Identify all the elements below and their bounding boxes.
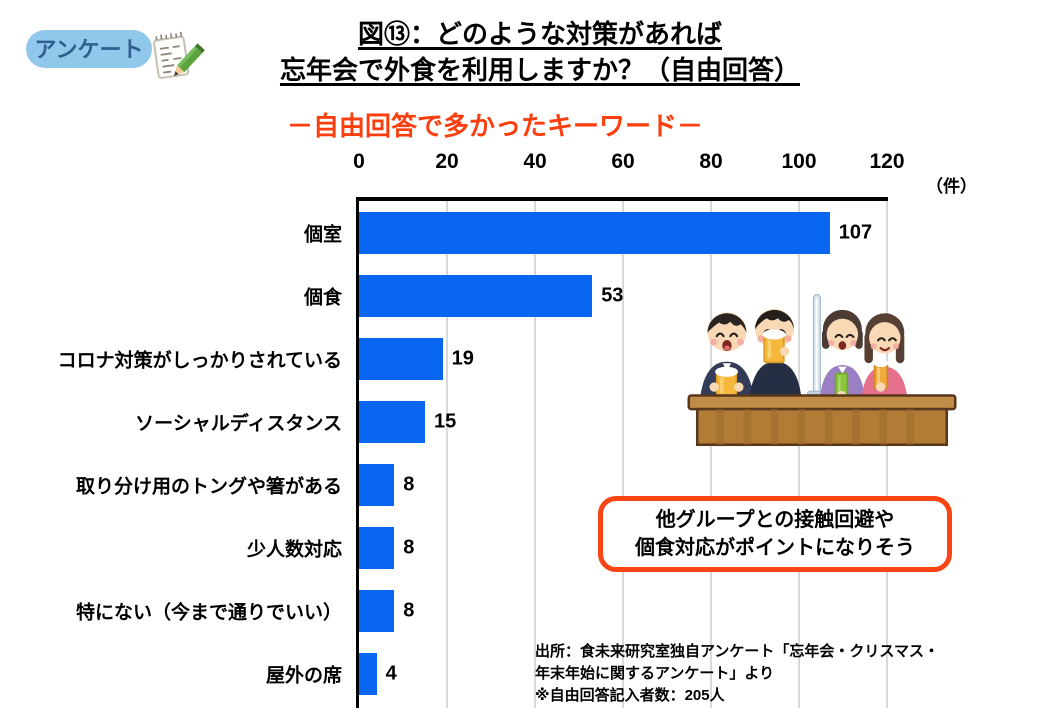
man-drinking-beer-icon (749, 308, 802, 401)
category-label: 個食 (303, 287, 342, 309)
year-end-party-illustration (687, 293, 957, 447)
woman-pink-icon (861, 313, 908, 401)
bar (359, 401, 425, 443)
logo-label: アンケート (34, 37, 144, 62)
source-line1: 出所：食未来研究室独自アンケート「忘年会・クリスマス・ (535, 643, 939, 660)
x-tick-label: 40 (523, 150, 547, 173)
x-tick-label: 0 (353, 150, 365, 173)
page-title-line2: 忘年会で外食を利用しますか？（自由回答） (279, 55, 800, 85)
bar-value-label: 8 (403, 473, 415, 496)
izakaya-table-icon (687, 394, 957, 447)
bar-value-label: 4 (385, 662, 397, 685)
source-note: 出所：食未来研究室独自アンケート「忘年会・クリスマス・ 年末年始に関するアンケー… (535, 641, 1025, 707)
x-tick-label: 100 (781, 150, 817, 173)
x-tick-label: 120 (869, 150, 905, 173)
gridline (446, 201, 448, 708)
bar (359, 212, 830, 254)
bar (359, 275, 593, 317)
man-with-beer-icon (699, 312, 755, 401)
notepad-pencil-icon (153, 31, 205, 79)
survey-logo: アンケート (26, 24, 205, 88)
x-tick-label: 80 (699, 150, 723, 173)
gridline (534, 201, 536, 708)
logo-pill: アンケート (26, 30, 152, 68)
category-labels: 個室個食コロナ対策がしっかりされているソーシャルディスタンス取り分け用のトングや… (0, 0, 350, 720)
gridline (622, 201, 624, 708)
source-line3: ※自由回答記入者数：205人 (535, 687, 725, 704)
gridline (886, 201, 888, 708)
plot-area: 107 53 19 15 8 8 8 4 (359, 201, 888, 708)
category-label: 個室 (303, 224, 342, 246)
x-axis-ticks: 0 20 40 60 80 100 120 (353, 150, 904, 180)
x-axis-line (356, 197, 888, 201)
chart-subtitle: －自由回答で多かったキーワード－ (286, 111, 703, 141)
category-label: 特にない（今まで通りでいい） (75, 602, 342, 624)
category-label: 取り分け用のトングや箸がある (75, 476, 342, 498)
category-label: ソーシャルディスタンス (135, 413, 342, 435)
y-axis-line (356, 197, 359, 708)
bar-value-label: 8 (403, 536, 415, 559)
gridline (710, 201, 712, 708)
woman-purple-icon (819, 309, 866, 401)
bar-value-label: 15 (434, 410, 457, 433)
insight-line1: 他グループとの接触回避や (655, 509, 895, 531)
category-label: 少人数対応 (246, 539, 342, 561)
bar (359, 527, 395, 569)
x-tick-label: 60 (611, 150, 635, 173)
page-title: 図⑬：どのような対策があれば 忘年会で外食を利用しますか？（自由回答） (220, 16, 860, 88)
insight-line2: 個食対応がポイントになりそう (635, 537, 915, 559)
category-label: コロナ対策がしっかりされている (57, 350, 342, 372)
source-line2: 年末年始に関するアンケート」より (535, 665, 775, 682)
bar-value-label: 19 (451, 347, 474, 370)
category-label: 屋外の席 (265, 665, 342, 687)
bar-value-label: 53 (601, 284, 624, 307)
gridline (798, 201, 800, 708)
bar-value-label: 8 (403, 599, 415, 622)
insight-callout: 他グループとの接触回避や 個食対応がポイントになりそう (598, 496, 952, 572)
page-title-line1: 図⑬：どのような対策があれば (357, 19, 722, 49)
bar (359, 653, 377, 695)
axis-unit-label: （件） (926, 177, 977, 196)
x-tick-label: 20 (435, 150, 459, 173)
bar (359, 464, 395, 506)
bar (359, 338, 443, 380)
bar (359, 590, 395, 632)
bar-value-label: 107 (838, 221, 873, 244)
